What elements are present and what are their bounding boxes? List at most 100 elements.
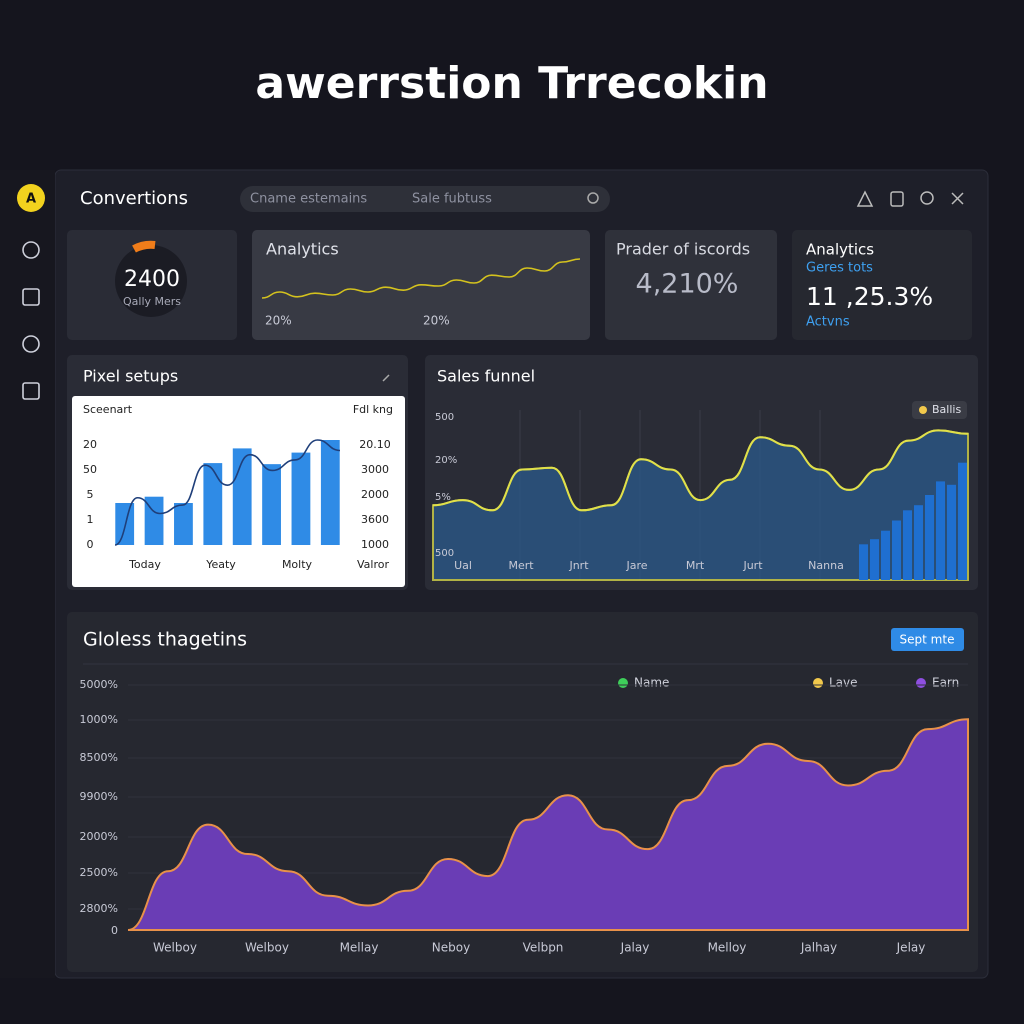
y-tick-label: 5 bbox=[87, 488, 94, 501]
y-tick-label: 3000 bbox=[361, 463, 389, 476]
expand-icon[interactable] bbox=[382, 374, 390, 382]
trend-line bbox=[114, 439, 341, 546]
search-field: Cname estemains bbox=[250, 192, 367, 207]
y-tick-label: 8500% bbox=[80, 751, 118, 764]
y-tick-label: 5000% bbox=[80, 678, 118, 691]
panel-title: Pixel setups bbox=[83, 367, 178, 386]
x-tick-label: Mellay bbox=[340, 941, 379, 955]
x-tick-label: Mert bbox=[508, 559, 534, 572]
area bbox=[127, 718, 969, 931]
bar bbox=[947, 484, 956, 580]
bar bbox=[958, 462, 967, 580]
card-title: Analytics bbox=[266, 240, 339, 259]
x-tick-label: Mrt bbox=[686, 559, 705, 572]
x-tick-label: Welboy bbox=[153, 941, 197, 955]
y-tick-label: 2500% bbox=[80, 866, 118, 879]
card-value: 11 ,25.3% bbox=[806, 282, 933, 311]
legend-label: Ballis bbox=[932, 403, 961, 416]
bar bbox=[115, 503, 135, 545]
y-tick-label: 0 bbox=[111, 924, 118, 937]
bar bbox=[859, 544, 868, 580]
y-tick-label: 20 bbox=[83, 438, 97, 451]
legend-label: Name bbox=[634, 676, 669, 690]
y-tick-label: 0 bbox=[87, 538, 94, 551]
x-tick-label: Welboy bbox=[245, 941, 289, 955]
nav-icon[interactable] bbox=[22, 382, 40, 400]
bar bbox=[203, 463, 223, 545]
legend-label: Lave bbox=[829, 676, 858, 690]
sidebar bbox=[0, 170, 55, 978]
bar bbox=[936, 481, 945, 580]
icon-alert[interactable] bbox=[856, 190, 874, 207]
panel-title: Gloless thagetins bbox=[83, 629, 247, 651]
sparkline bbox=[261, 258, 581, 299]
button-label: Sept mte bbox=[900, 633, 955, 647]
bar bbox=[291, 452, 311, 545]
bar bbox=[925, 495, 934, 580]
card-title: Analytics bbox=[806, 241, 874, 259]
x-tick-label: Jnrt bbox=[568, 559, 589, 572]
x-tick-label: Ual bbox=[454, 559, 472, 572]
card bbox=[605, 230, 777, 340]
y-tick-label: 9900% bbox=[80, 790, 118, 803]
legend bbox=[912, 401, 967, 419]
x-tick-label: Velbpn bbox=[523, 941, 564, 955]
x-tick-label: Jalhay bbox=[800, 941, 837, 955]
page-title: awerrstion Trrecokin bbox=[255, 58, 768, 109]
x-tick-label: Jare bbox=[625, 559, 647, 572]
gauge bbox=[115, 245, 187, 317]
bar bbox=[881, 530, 890, 580]
bar bbox=[870, 539, 879, 580]
legend-swatch bbox=[919, 406, 927, 414]
bar bbox=[892, 520, 901, 580]
x-tick-label: Today bbox=[128, 558, 161, 571]
button[interactable] bbox=[891, 628, 964, 651]
chart-subtitle: Sceenart bbox=[83, 403, 133, 416]
nav-icon[interactable] bbox=[22, 288, 40, 306]
legend-swatch bbox=[618, 678, 628, 688]
icon-search[interactable] bbox=[920, 191, 934, 205]
bar bbox=[262, 464, 281, 545]
chart-subtitle: Fdl kng bbox=[353, 403, 393, 416]
line bbox=[432, 429, 969, 512]
search-icon bbox=[587, 192, 599, 204]
bar bbox=[144, 496, 164, 545]
x-tick-label: Yeaty bbox=[205, 558, 236, 571]
icon-close[interactable] bbox=[951, 192, 964, 205]
card-value: 4,210% bbox=[636, 269, 739, 300]
y-tick-label: 20.10 bbox=[359, 438, 391, 451]
y-tick-label: 5% bbox=[435, 492, 451, 503]
y-tick-label: 2800% bbox=[80, 902, 118, 915]
icon-doc[interactable] bbox=[890, 191, 904, 207]
x-tick-label: Jelay bbox=[896, 941, 926, 955]
y-tick-label: 500 bbox=[435, 548, 454, 559]
nav-icon[interactable] bbox=[22, 241, 40, 259]
avatar[interactable] bbox=[17, 184, 45, 212]
card-subtitle: Geres tots bbox=[806, 261, 873, 276]
nav-icon[interactable] bbox=[22, 335, 40, 353]
y-tick-label: 500 bbox=[435, 412, 454, 423]
card-label: 20% bbox=[423, 314, 450, 328]
bar bbox=[320, 440, 340, 545]
card-label: Qally Mers bbox=[123, 295, 181, 308]
y-tick-label: 1 bbox=[87, 513, 94, 526]
search-bar[interactable] bbox=[240, 186, 610, 212]
x-tick-label: Jurt bbox=[742, 559, 763, 572]
legend-swatch bbox=[813, 678, 823, 688]
bar bbox=[914, 505, 923, 580]
card-title: Prader of iscords bbox=[616, 240, 750, 259]
card-value: 2400 bbox=[124, 267, 180, 292]
bar bbox=[903, 510, 912, 580]
panel-title: Sales funnel bbox=[437, 367, 535, 386]
x-tick-label: Melloy bbox=[708, 941, 747, 955]
card-label: Actvns bbox=[806, 315, 850, 330]
legend-swatch bbox=[916, 678, 926, 688]
toolbar-title: Convertions bbox=[80, 188, 188, 209]
card-label: 20% bbox=[265, 314, 292, 328]
y-tick-label: 2000 bbox=[361, 488, 389, 501]
y-tick-label: 1000% bbox=[80, 713, 118, 726]
legend-label: Earn bbox=[932, 676, 959, 690]
x-tick-label: Jalay bbox=[620, 941, 650, 955]
search-field: Sale fubtuss bbox=[412, 192, 492, 207]
